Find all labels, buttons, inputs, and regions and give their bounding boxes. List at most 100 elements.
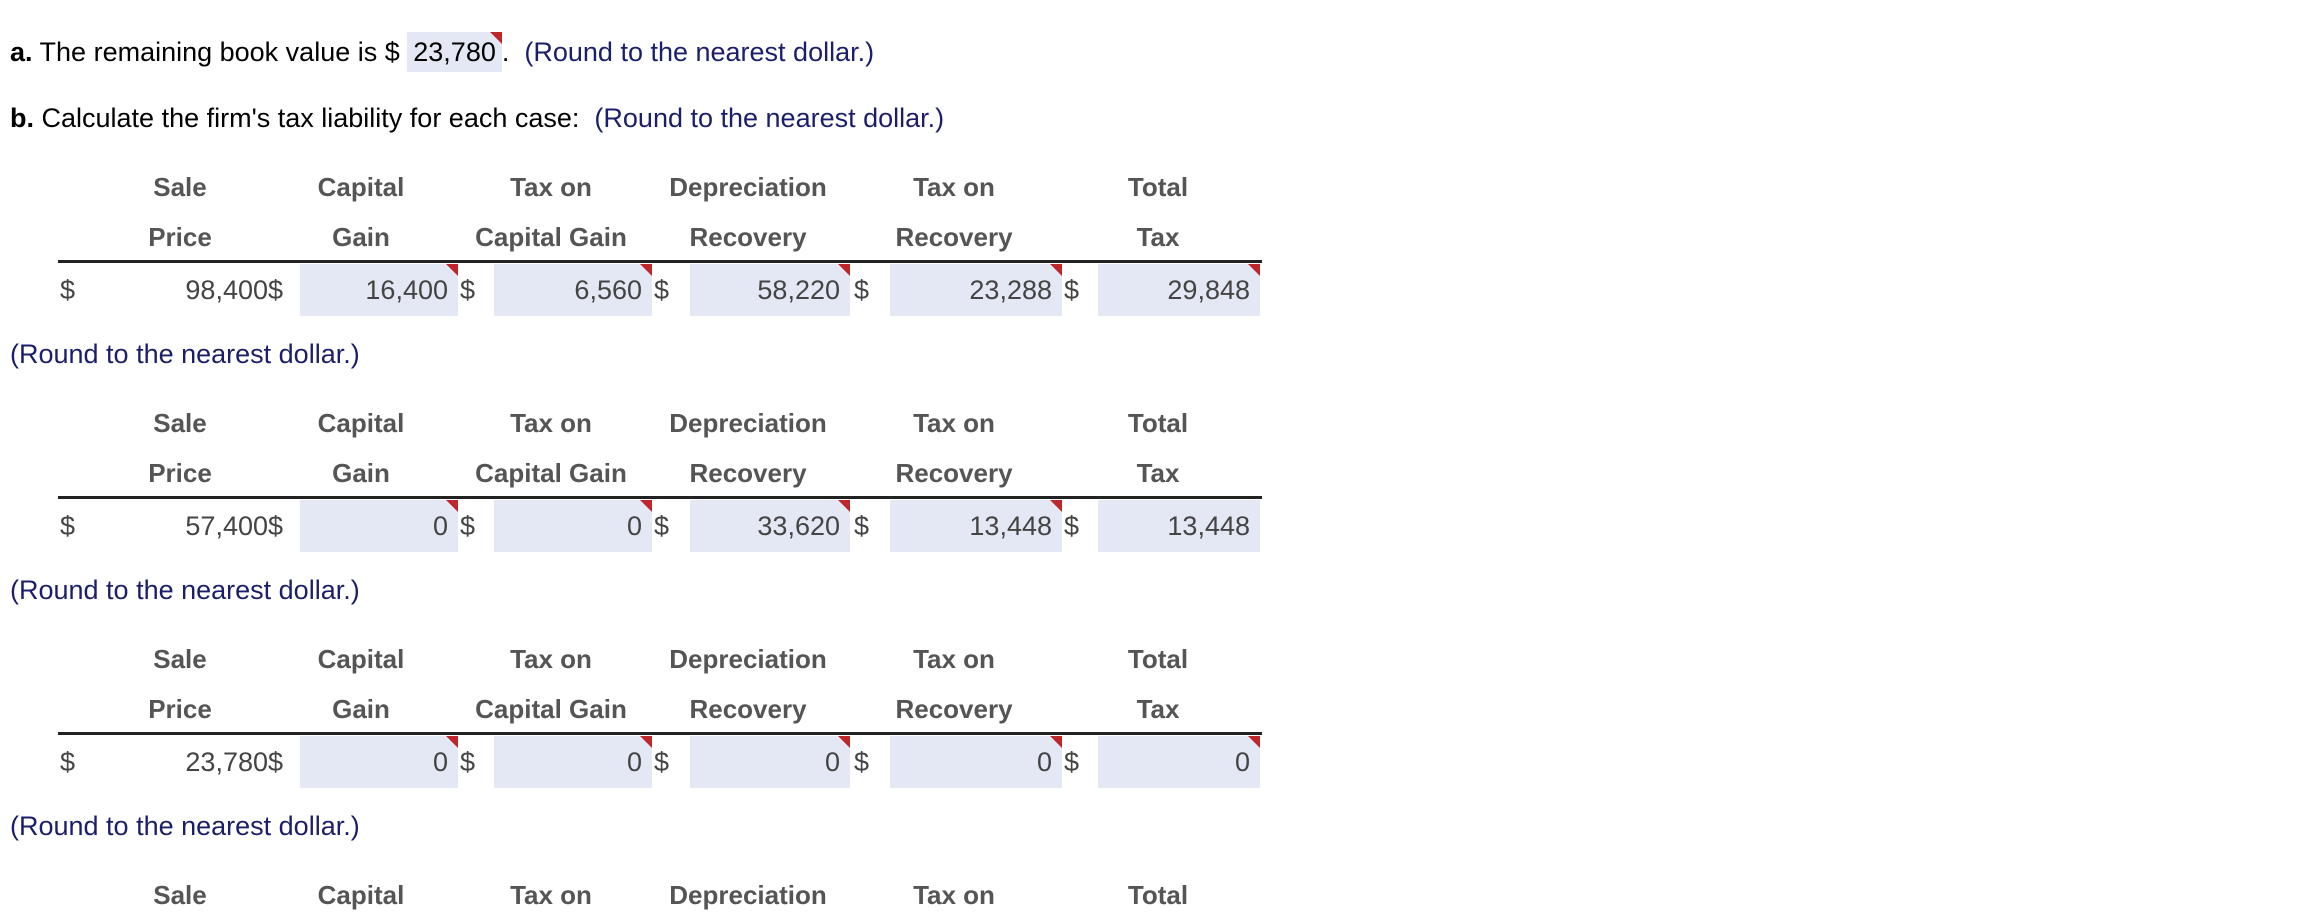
part-a-label: a. bbox=[10, 37, 33, 67]
part-b-line: b. Calculate the firm's tax liability fo… bbox=[10, 98, 944, 138]
header-depreciation: Depreciation bbox=[669, 644, 827, 674]
total-tax-value: 13,448 bbox=[1167, 511, 1250, 541]
dollar-sign: $ bbox=[60, 275, 76, 305]
header-recovery: Recovery bbox=[689, 458, 807, 488]
total-tax-input[interactable]: 29,848 bbox=[1098, 264, 1260, 316]
header-rule bbox=[58, 260, 1262, 263]
header-tax: Tax bbox=[1136, 694, 1180, 724]
depreciation-recovery-input[interactable]: 33,620 bbox=[690, 500, 850, 552]
tax-on-capital-gain-value: 6,560 bbox=[574, 275, 642, 305]
header-price: Price bbox=[148, 222, 212, 252]
dollar-sign: $ bbox=[854, 511, 870, 541]
header-total: Total bbox=[1127, 408, 1189, 438]
header-capital-gain: Capital Gain bbox=[475, 458, 627, 488]
dollar-sign: $ bbox=[854, 275, 870, 305]
dollar-sign: $ bbox=[268, 275, 284, 305]
sale-price-value: 98,400 bbox=[185, 275, 268, 305]
header-depreciation: Depreciation bbox=[669, 172, 827, 202]
sale-price-value: 23,780 bbox=[185, 747, 268, 777]
tax-table-case-1: Sale Price Capital Gain Tax on Capital G… bbox=[0, 172, 1300, 352]
tax-on-capital-gain-input[interactable]: 0 bbox=[494, 736, 652, 788]
header-sale: Sale bbox=[153, 408, 207, 438]
tax-on-recovery-input[interactable]: 23,288 bbox=[890, 264, 1062, 316]
review-flag-icon bbox=[446, 500, 458, 512]
review-flag-icon bbox=[1248, 736, 1260, 748]
header-sale: Sale bbox=[153, 172, 207, 202]
round-hint: (Round to the nearest dollar.) bbox=[10, 339, 360, 369]
header-tax-on-cg: Tax on bbox=[510, 644, 592, 674]
total-tax-input[interactable]: 13,448 bbox=[1098, 500, 1260, 552]
review-flag-icon bbox=[1248, 264, 1260, 276]
header-price: Price bbox=[148, 458, 212, 488]
dollar-sign: $ bbox=[60, 511, 76, 541]
capital-gain-input[interactable]: 0 bbox=[300, 500, 458, 552]
depreciation-recovery-input[interactable]: 0 bbox=[690, 736, 850, 788]
depreciation-recovery-value: 33,620 bbox=[757, 511, 840, 541]
header-rule bbox=[58, 732, 1262, 735]
tax-on-recovery-input[interactable]: 13,448 bbox=[890, 500, 1062, 552]
book-value-answer[interactable]: 23,780 bbox=[407, 32, 502, 72]
book-value-answer-value: 23,780 bbox=[413, 37, 496, 67]
dollar-sign: $ bbox=[460, 747, 476, 777]
dollar-sign: $ bbox=[854, 747, 870, 777]
header-tax-on-rec: Tax on bbox=[913, 408, 995, 438]
capital-gain-value: 0 bbox=[432, 747, 448, 777]
header-total: Total bbox=[1127, 644, 1189, 674]
review-flag-icon bbox=[1050, 736, 1062, 748]
capital-gain-input[interactable]: 16,400 bbox=[300, 264, 458, 316]
header-recovery: Recovery bbox=[689, 694, 807, 724]
header-sale: Sale bbox=[153, 880, 207, 910]
capital-gain-value: 0 bbox=[432, 511, 448, 541]
dollar-sign: $ bbox=[268, 511, 284, 541]
review-flag-icon bbox=[489, 32, 502, 44]
review-flag-icon bbox=[1050, 264, 1062, 276]
part-b-text: Calculate the firm's tax liability for e… bbox=[41, 103, 580, 133]
header-tax-on-cg: Tax on bbox=[510, 408, 592, 438]
header-total: Total bbox=[1127, 172, 1189, 202]
header-total: Total bbox=[1127, 880, 1189, 910]
dollar-sign: $ bbox=[654, 747, 670, 777]
header-gain: Gain bbox=[332, 694, 390, 724]
header-recovery-2: Recovery bbox=[895, 694, 1013, 724]
capital-gain-value: 16,400 bbox=[365, 275, 448, 305]
review-flag-icon bbox=[446, 264, 458, 276]
header-capital: Capital bbox=[317, 172, 405, 202]
review-flag-icon bbox=[838, 264, 850, 276]
round-hint: (Round to the nearest dollar.) bbox=[10, 575, 360, 605]
review-flag-icon bbox=[1050, 500, 1062, 512]
dollar-sign: $ bbox=[654, 511, 670, 541]
tax-table-case-4: Sale Capital Tax on Depreciation Tax on … bbox=[0, 880, 1300, 913]
dollar-sign: $ bbox=[1064, 511, 1080, 541]
header-recovery-2: Recovery bbox=[895, 222, 1013, 252]
tax-on-capital-gain-input[interactable]: 0 bbox=[494, 500, 652, 552]
dollar-sign: $ bbox=[60, 747, 76, 777]
tax-on-recovery-value: 13,448 bbox=[969, 511, 1052, 541]
part-a-period: . bbox=[501, 37, 510, 67]
depreciation-recovery-input[interactable]: 58,220 bbox=[690, 264, 850, 316]
header-sale: Sale bbox=[153, 644, 207, 674]
header-recovery: Recovery bbox=[689, 222, 807, 252]
tax-on-recovery-value: 0 bbox=[1036, 747, 1052, 777]
tax-table-case-3: Sale Price Capital Gain Tax on Capital G… bbox=[0, 644, 1300, 824]
review-flag-icon bbox=[640, 500, 652, 512]
dollar-sign: $ bbox=[1064, 747, 1080, 777]
header-gain: Gain bbox=[332, 222, 390, 252]
total-tax-input[interactable]: 0 bbox=[1098, 736, 1260, 788]
part-a-hint: (Round to the nearest dollar.) bbox=[524, 37, 875, 67]
header-capital: Capital bbox=[317, 880, 405, 910]
header-tax: Tax bbox=[1136, 458, 1180, 488]
tax-on-capital-gain-input[interactable]: 6,560 bbox=[494, 264, 652, 316]
header-depreciation: Depreciation bbox=[669, 880, 827, 910]
review-flag-icon bbox=[838, 500, 850, 512]
tax-on-capital-gain-value: 0 bbox=[626, 747, 642, 777]
tax-on-recovery-input[interactable]: 0 bbox=[890, 736, 1062, 788]
header-recovery-2: Recovery bbox=[895, 458, 1013, 488]
capital-gain-input[interactable]: 0 bbox=[300, 736, 458, 788]
review-flag-icon bbox=[640, 264, 652, 276]
header-depreciation: Depreciation bbox=[669, 408, 827, 438]
total-tax-value: 29,848 bbox=[1167, 275, 1250, 305]
header-tax-on-cg: Tax on bbox=[510, 880, 592, 910]
part-a-line: a. The remaining book value is $ 23,780.… bbox=[10, 32, 874, 72]
header-tax-on-rec: Tax on bbox=[913, 644, 995, 674]
